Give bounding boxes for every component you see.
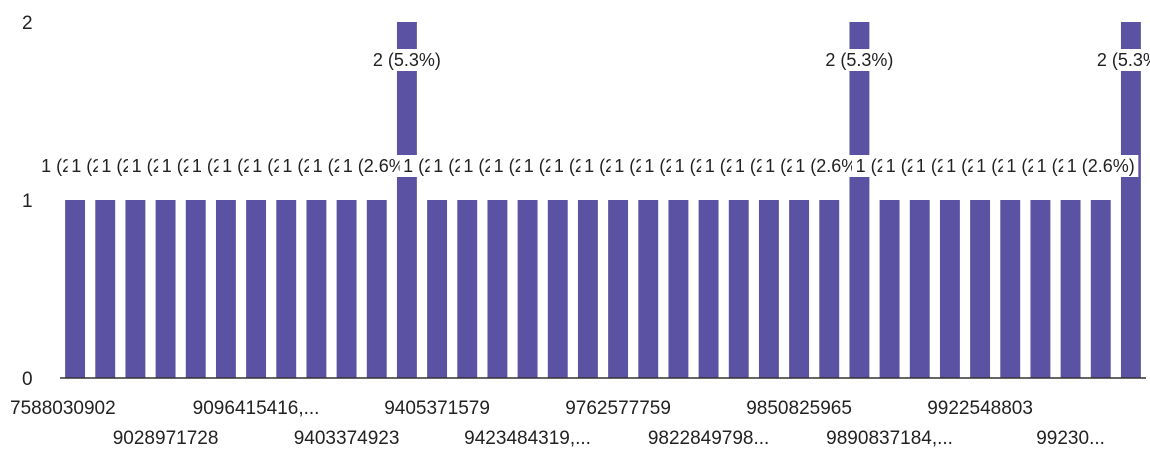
bar [1030,200,1051,378]
bar [366,200,387,378]
x-tick-label: 9762577759 [565,398,671,419]
bar [185,200,206,378]
bar [819,200,840,378]
x-tick-label: 7588030902 [10,398,116,419]
x-tick-label: 9922548803 [927,398,1033,419]
x-tick-label: 9096415416,... [193,398,320,419]
x-tick-label: 9890837184,... [826,428,953,449]
bars [65,22,1141,378]
bar [758,200,779,378]
data-label: 1 (2.6%) [1067,156,1135,176]
bar [698,200,719,378]
data-label: 1 (2.6%) [795,156,863,176]
bar [276,200,297,378]
bar [95,200,116,378]
bar [577,200,598,378]
x-tick-label: 9028971728 [113,428,219,449]
bar [879,200,900,378]
bar [789,200,810,378]
bar [517,200,538,378]
bar [1090,200,1111,378]
x-tick-label: 9405371579 [384,398,490,419]
bar [427,200,448,378]
data-label-background [1063,155,1139,177]
bar [909,200,930,378]
y-tick-label: 1 [22,191,33,212]
data-label: 2 (5.3%) [373,50,441,70]
bar [668,200,689,378]
x-tick-label: 9403374923 [294,428,400,449]
bar [728,200,749,378]
data-label: 2 (5.3%) [1097,50,1150,70]
bar [65,200,86,378]
bar [215,200,236,378]
bar [487,200,508,378]
data-label-background [821,49,898,71]
bar [849,22,870,378]
x-tick-label: 9850825965 [746,398,852,419]
data-label: 2 (5.3%) [825,50,893,70]
bar [396,22,417,378]
y-tick-label: 0 [22,369,33,390]
bar [1000,200,1021,378]
bar [155,200,176,378]
bar [306,200,327,378]
x-axis-ticks: 7588030902 9028971728 9096415416,... 940337… [10,398,1105,449]
y-tick-label: 2 [22,13,33,34]
bar [1060,200,1081,378]
bar [939,200,960,378]
bar [608,200,629,378]
x-tick-label: 9822849798... [648,428,770,449]
bar [125,200,146,378]
data-label-background [1093,49,1150,71]
bar [1120,22,1141,378]
bar [457,200,478,378]
data-label-background [369,49,445,71]
bar [246,200,267,378]
x-tick-label: 9423484319,... [464,428,591,449]
data-label-background [791,155,867,177]
data-labels: 1 (2.6%)1 (2.6%)1 (2.6%)1 (2.6%)1 (2.6%)… [37,49,1150,177]
x-tick-label: 99230... [1036,428,1105,449]
data-label: 1 (2.6%) [343,156,411,176]
data-label-background [339,155,415,177]
bar [547,200,568,378]
bar [638,200,659,378]
y-axis-ticks: 0 1 2 [22,13,33,390]
bar [336,200,357,378]
bar [970,200,991,378]
